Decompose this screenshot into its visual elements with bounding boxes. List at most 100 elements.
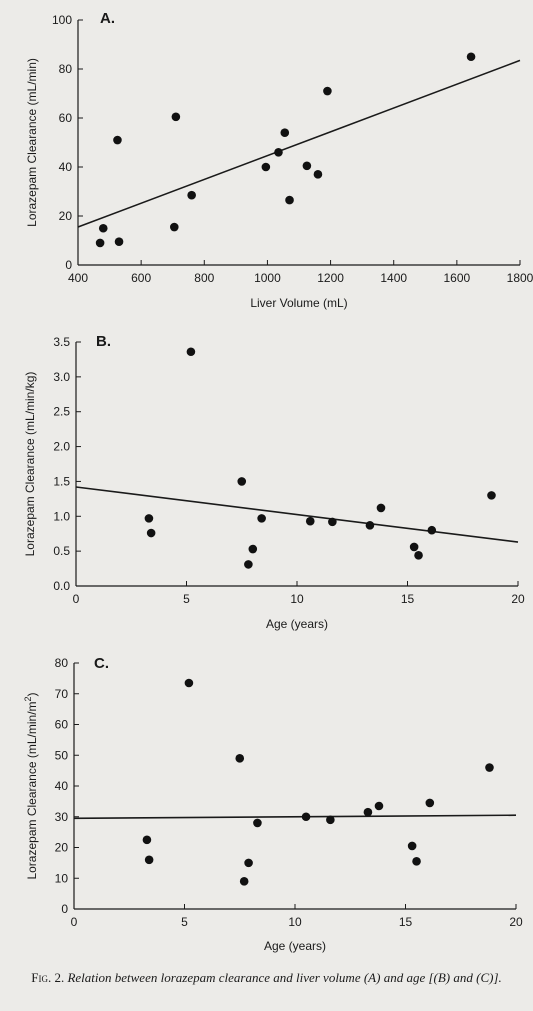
data-point: [239, 877, 249, 886]
figure-svg: 400 600 800 1000 1200 1400 1600 180002040608010…: [23, 10, 533, 953]
data-point: [414, 551, 423, 560]
data-point: [274, 148, 283, 157]
y-tick-label: 1.5: [53, 474, 70, 488]
data-point: [365, 521, 375, 530]
x-tick-label: 0: [71, 915, 78, 929]
data-point: [142, 835, 152, 845]
data-point: [374, 801, 384, 811]
y-tick-label: 0: [65, 258, 72, 272]
x-axis-title: Age (years): [264, 939, 326, 953]
data-point: [326, 815, 335, 825]
y-tick-label: 20: [59, 209, 73, 223]
x-tick-label: 1400: [380, 271, 407, 285]
x-tick-label: 800: [194, 271, 214, 285]
x-tick-label: 5: [181, 915, 188, 929]
data-point: [146, 528, 156, 538]
x-tick-label: 0: [73, 592, 80, 606]
panel-label: A.: [100, 10, 115, 27]
data-point: [487, 491, 496, 500]
y-tick-label: 0: [61, 902, 68, 916]
data-point: [363, 807, 373, 817]
panel-label: C.: [94, 655, 109, 672]
data-point: [261, 162, 271, 172]
y-axis-title: Lorazepam Clearance (mL/min/kg): [23, 372, 37, 557]
y-axis-title-superscript: 2: [23, 696, 33, 701]
x-tick-label: 400: [68, 271, 88, 285]
y-tick-label: 100: [52, 13, 72, 27]
data-point: [425, 798, 435, 808]
data-point: [407, 841, 417, 851]
data-point: [328, 517, 337, 527]
data-point: [257, 514, 266, 523]
data-point: [253, 818, 262, 828]
caption-text: Relation between lorazepam clearance and…: [67, 970, 502, 985]
data-point: [237, 477, 247, 486]
x-axis-title: Liver Volume (mL): [250, 296, 347, 310]
y-tick-label: 10: [55, 871, 69, 885]
y-tick-label: 2.5: [53, 405, 70, 419]
data-point: [98, 223, 108, 233]
data-point: [235, 754, 245, 763]
y-tick-label: 0.5: [53, 544, 70, 558]
data-point: [169, 222, 179, 232]
data-point: [144, 514, 154, 523]
chart-panel-a: 400 600 800 1000 1200 1400 1600 1800 0 20 40 60 80 10…: [25, 10, 533, 310]
data-point: [305, 516, 315, 526]
x-tick-label: 1800: [507, 271, 533, 285]
y-tick-label: 3.5: [53, 335, 70, 349]
x-axis-title: Age (years): [266, 617, 328, 631]
y-tick-label: 40: [59, 160, 73, 174]
y-tick-label: 80: [55, 656, 69, 670]
x-tick-label: 1200: [317, 271, 344, 285]
data-point: [376, 503, 386, 513]
panel-label: B.: [96, 333, 111, 350]
data-point: [244, 858, 253, 868]
regression-line: [77, 59, 521, 228]
data-point: [285, 195, 294, 205]
x-tick-label: 15: [401, 592, 415, 606]
y-tick-label: 30: [55, 810, 69, 824]
data-point: [302, 161, 312, 171]
data-point: [427, 525, 437, 535]
y-axis-title: Lorazepam Clearance (mL/min): [25, 58, 39, 227]
data-point: [186, 347, 196, 357]
regression-line: [73, 814, 517, 820]
y-tick-label: 1.0: [53, 509, 70, 523]
data-point: [113, 135, 122, 145]
y-tick-label: 60: [55, 718, 69, 732]
x-tick-label: 1000: [254, 271, 281, 285]
y-tick-label: 2.0: [53, 440, 70, 454]
y-tick-label: 3.0: [53, 370, 70, 384]
data-point: [280, 128, 290, 137]
x-tick-label: 5: [183, 592, 190, 606]
data-point: [144, 855, 154, 865]
data-point: [187, 190, 196, 200]
data-point: [412, 857, 421, 866]
chart-panel-c: 0 5 10 15 20 0 10 20 30 40 50 60 70 80 C. Age (years) Lo…: [23, 655, 523, 953]
x-tick-label: 10: [290, 592, 304, 606]
data-point: [323, 86, 332, 96]
data-point: [244, 560, 253, 569]
x-tick-label: 20: [509, 915, 523, 929]
x-tick-label: 15: [399, 915, 413, 929]
y-tick-label: 40: [55, 779, 69, 793]
data-point: [301, 812, 311, 822]
figure-caption: Fig. 2. Relation between lorazepam clear…: [0, 968, 533, 987]
data-point: [409, 542, 419, 552]
x-tick-label: 600: [131, 271, 151, 285]
x-tick-label: 10: [288, 915, 302, 929]
regression-line: [75, 486, 519, 543]
y-tick-label: 20: [55, 841, 69, 855]
data-point: [313, 170, 323, 179]
data-point: [466, 52, 476, 62]
y-axis-title-base: Lorazepam Clearance (mL/min/m: [25, 701, 39, 879]
y-tick-label: 60: [59, 111, 73, 125]
y-tick-label: 50: [55, 748, 69, 762]
data-point: [95, 238, 105, 248]
y-axis-title-end: ): [25, 692, 39, 696]
data-point: [184, 678, 194, 688]
x-tick-label: 20: [511, 592, 525, 606]
data-point: [485, 763, 494, 772]
y-tick-label: 80: [59, 62, 73, 76]
